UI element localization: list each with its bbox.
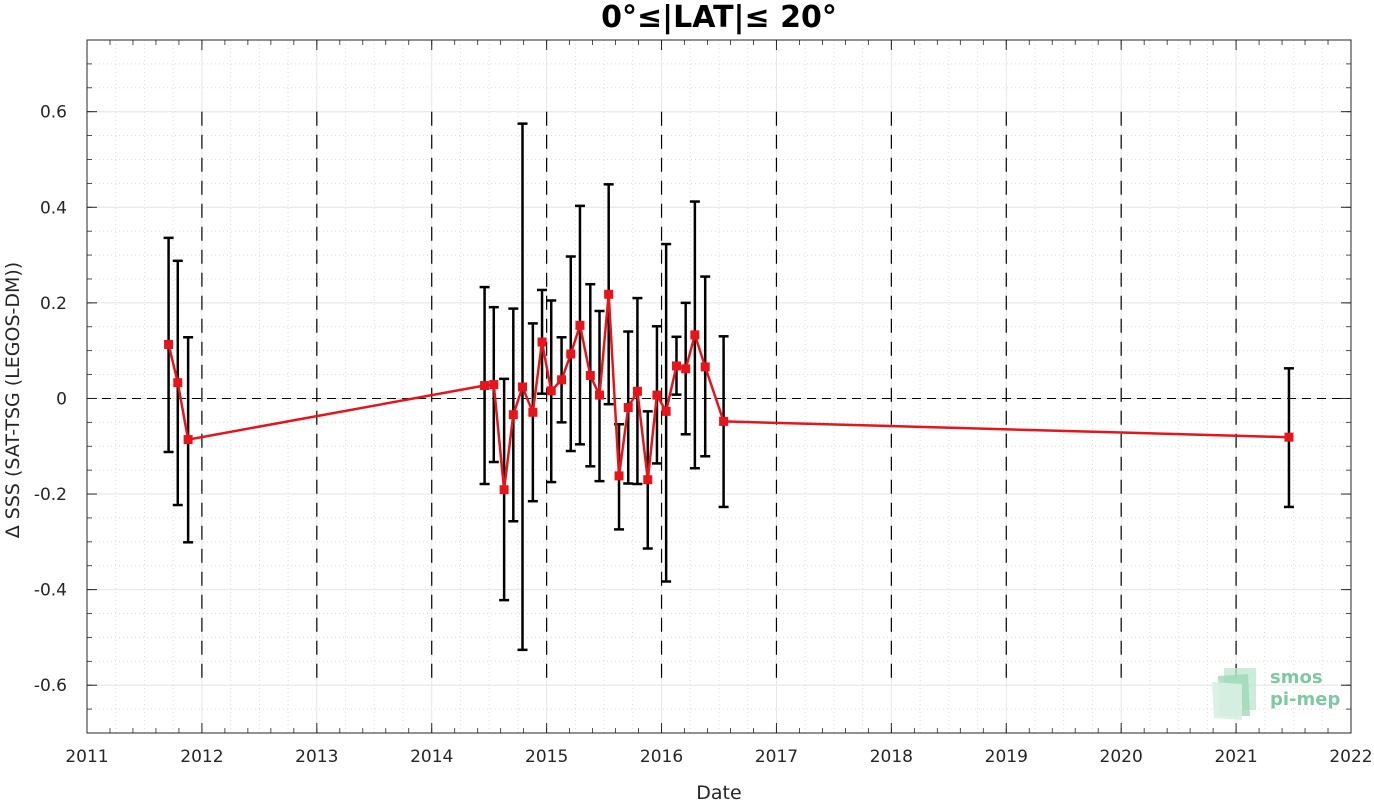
data-point	[173, 378, 183, 388]
x-tick-label: 2016	[640, 747, 683, 767]
data-point	[499, 485, 509, 495]
data-point	[632, 386, 642, 396]
x-tick-label: 2015	[525, 747, 568, 767]
y-tick-label: -0.2	[34, 485, 67, 505]
y-tick-label: 0	[56, 389, 67, 409]
data-point	[489, 380, 499, 390]
y-tick-label: 0.4	[40, 198, 67, 218]
data-point	[690, 330, 700, 340]
plot-background	[87, 40, 1351, 733]
data-point	[585, 371, 595, 381]
data-point	[518, 382, 528, 392]
x-tick-label: 2012	[180, 747, 223, 767]
axes-layer: 2011 2012 2013 2014 2015 2016 2017 2018 2019 2020…	[34, 39, 1373, 767]
data-point	[661, 406, 671, 416]
logo-icon	[1212, 668, 1256, 720]
data-point	[652, 390, 662, 400]
y-tick-label: 0.6	[40, 103, 67, 123]
x-tick-label: 2020	[1100, 747, 1143, 767]
data-point	[575, 320, 585, 330]
x-tick-label: 2014	[410, 747, 453, 767]
data-point	[623, 403, 633, 413]
x-tick-label: 2022	[1329, 747, 1372, 767]
data-point	[537, 337, 547, 347]
y-tick-label: -0.6	[34, 676, 67, 696]
data-point	[594, 390, 604, 400]
logo-text-pi-mep: pi-mep	[1270, 689, 1341, 710]
data-point	[164, 339, 174, 349]
data-point	[604, 289, 614, 299]
y-tick-label: 0.2	[40, 294, 67, 314]
data-point	[528, 407, 538, 417]
data-point	[508, 410, 518, 420]
x-tick-label: 2019	[985, 747, 1028, 767]
grid-layer	[86, 39, 1352, 734]
data-point	[700, 362, 710, 372]
x-tick-label: 2017	[755, 747, 798, 767]
x-axis-label: Date	[696, 782, 741, 801]
data-point	[719, 416, 729, 426]
x-tick-label: 2013	[295, 747, 338, 767]
data-point	[1284, 432, 1294, 442]
axes-box	[86, 39, 1352, 734]
y-tick-label: -0.4	[34, 581, 67, 601]
data-point	[614, 471, 624, 481]
x-tick-label: 2021	[1214, 747, 1257, 767]
data-point	[183, 435, 193, 445]
logo-text-smos: smos	[1270, 667, 1323, 688]
smos-pi-mep-logo: smos pi-mep	[1212, 664, 1352, 720]
chart-title: 0°≤|LAT|≤ 20°	[601, 0, 837, 35]
data-point	[681, 364, 691, 374]
x-tick-label: 2018	[870, 747, 913, 767]
data-point	[566, 349, 576, 359]
data-point	[480, 381, 490, 391]
data-layer	[163, 122, 1294, 652]
x-tick-label: 2011	[65, 747, 108, 767]
data-point	[643, 475, 653, 485]
y-axis-label: Δ SSS (SAT-TSG (LEGOS-DM))	[2, 262, 24, 538]
data-point	[546, 386, 556, 396]
data-point	[671, 361, 681, 371]
data-point	[557, 375, 567, 385]
